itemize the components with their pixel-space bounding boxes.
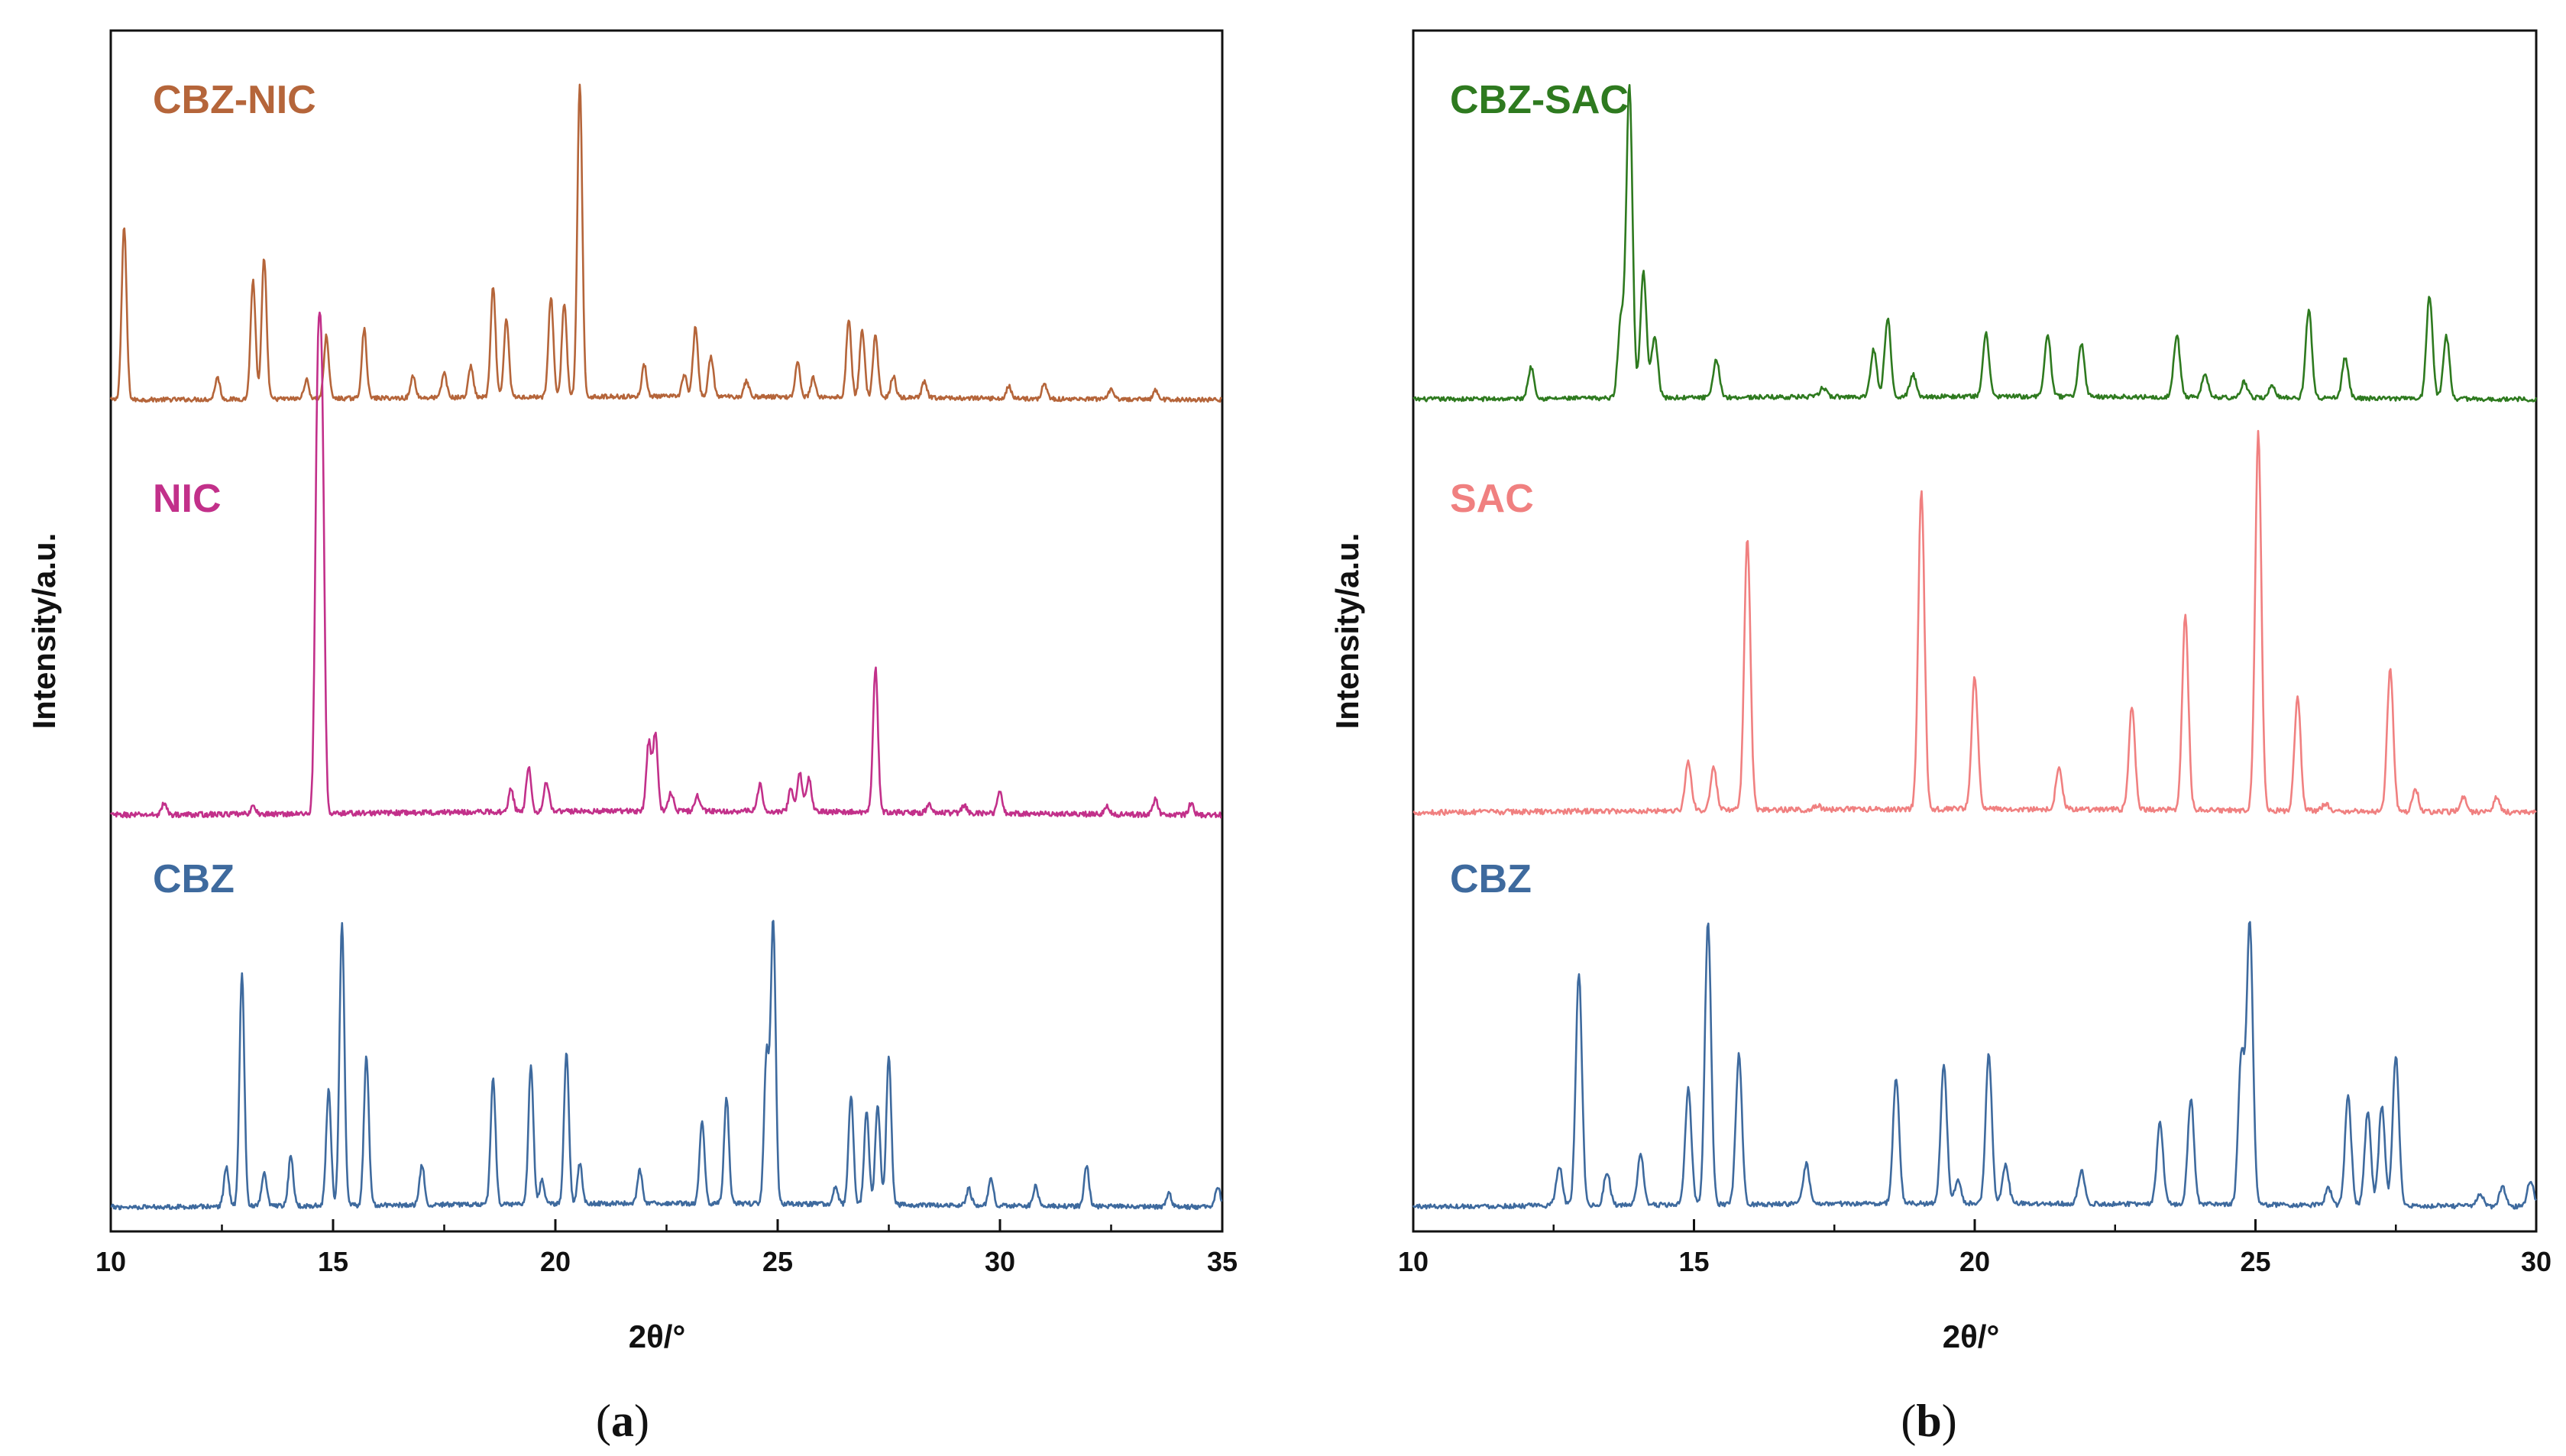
- x-tick-label: 10: [1398, 1246, 1429, 1277]
- x-tick-label: 30: [2521, 1246, 2551, 1277]
- caption-letter: a: [611, 1396, 634, 1446]
- series-line-sac: [1412, 429, 2537, 817]
- caption-open: (: [596, 1396, 611, 1446]
- x-tick-label: 15: [1678, 1246, 1709, 1277]
- x-tick-label: 20: [1959, 1246, 1990, 1277]
- y-axis-title: Intensity/a.u.: [26, 533, 62, 730]
- series-line-cbz-nic: [109, 83, 1222, 403]
- x-axis-title: 2θ/°: [629, 1318, 686, 1354]
- chart-panel-b: 10 15 20 25 30 2θ/° Intensity/a.u. (b) CBZ-SAC SA…: [1329, 29, 2551, 1446]
- y-axis-title: Intensity/a.u.: [1329, 533, 1365, 730]
- plot-frame: [109, 29, 1224, 1233]
- x-tick-label: 35: [1207, 1246, 1238, 1277]
- series-line-nic: [110, 311, 1222, 819]
- series-label-cbz: CBZ: [1450, 857, 1532, 901]
- x-tick-label: 15: [318, 1246, 348, 1277]
- x-tick-label: 20: [540, 1246, 571, 1277]
- x-tick-label: 25: [2240, 1246, 2270, 1277]
- chart-panel-a: 10 15 20 25 30 35 2θ/° Intensity/a.u. (a) CBZ-NIC…: [26, 29, 1238, 1446]
- series-label-cbz: CBZ: [153, 857, 235, 901]
- caption-close: ): [1942, 1396, 1957, 1446]
- series-label-sac: SAC: [1450, 477, 1534, 521]
- x-tick-label: 10: [95, 1246, 126, 1277]
- caption-close: ): [634, 1396, 649, 1446]
- panel-caption: (b): [1901, 1396, 1956, 1446]
- series-label-cbz-sac: CBZ-SAC: [1450, 78, 1629, 122]
- caption-open: (: [1901, 1396, 1916, 1446]
- panel-caption: (a): [596, 1396, 649, 1446]
- series-label-cbz-nic: CBZ-NIC: [153, 78, 316, 122]
- series-label-nic: NIC: [153, 477, 222, 521]
- caption-letter: b: [1916, 1396, 1941, 1446]
- x-axis-title: 2θ/°: [1943, 1318, 2000, 1354]
- series-line-cbz: [1412, 921, 2537, 1210]
- x-tick-label: 30: [985, 1246, 1015, 1277]
- series-line-cbz: [110, 920, 1223, 1211]
- x-tick-label: 25: [762, 1246, 793, 1277]
- series-line-cbz-sac: [1412, 84, 2538, 403]
